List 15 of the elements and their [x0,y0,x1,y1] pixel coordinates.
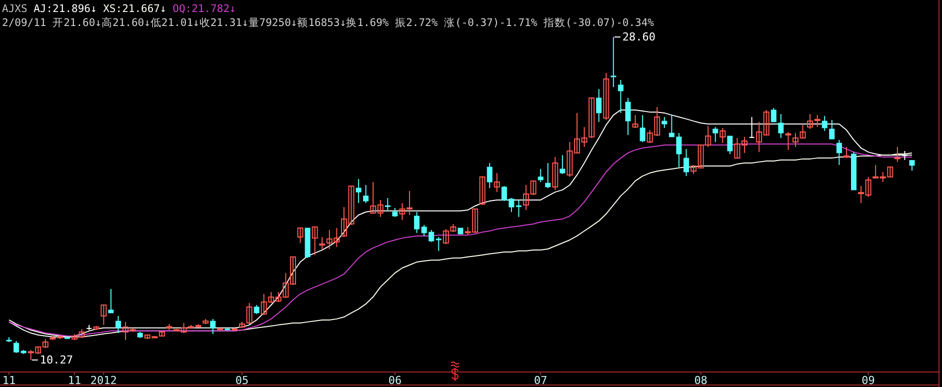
x-tick-label: 05 [235,374,249,387]
x-tick-label: 2012 [90,374,117,387]
text: XS:21.667↓ [103,3,166,15]
chart-title: AJXS [2,3,28,15]
x-tick-label: 09 [862,374,875,387]
x-tick-label: 06 [388,374,402,387]
x-tick-label: 07 [534,374,548,387]
x-tick-label: 11 [68,374,82,387]
x-tick-label: 11 [2,374,16,387]
text: AJ:21.896↓ [34,3,97,15]
annotation: 10.27 [40,354,73,366]
chart-subtitle: 2/09/11 开21.60↓高21.60↓低21.01↓收21.31↓量79250↓额16853↓换1.69% 振2.72% 涨(-0.37)-1.71% 指数(-30.07)-0.34% [2,16,655,29]
text: OQ:21.782↓ [172,3,236,15]
x-tick-label: 08 [694,374,708,387]
annotation: 28.60 [622,30,656,44]
